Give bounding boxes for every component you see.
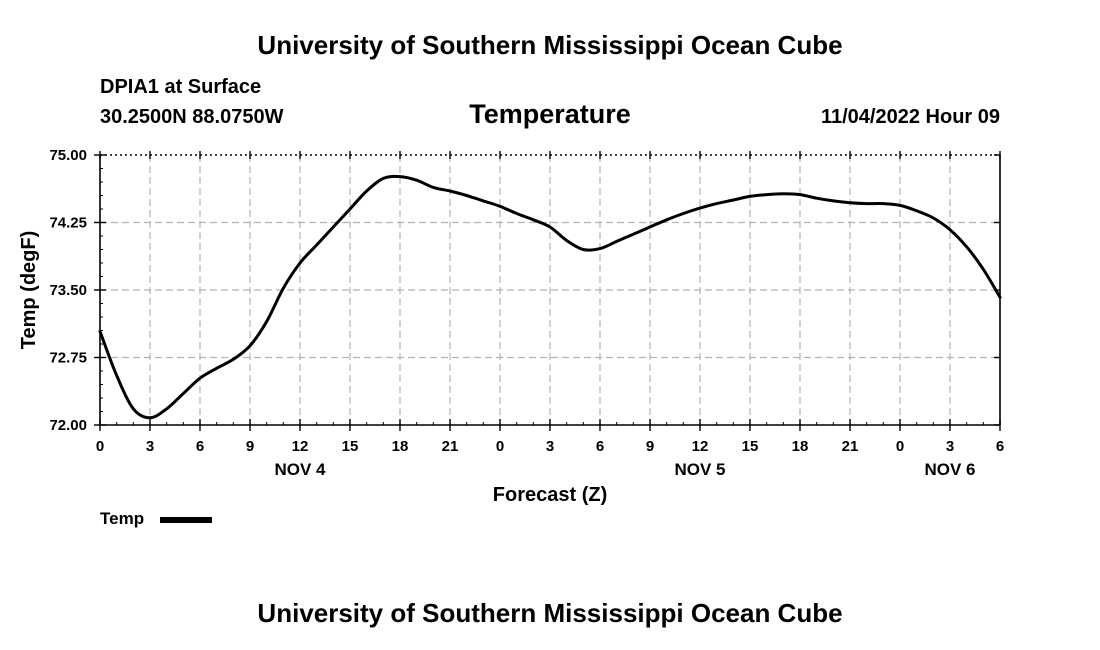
x-tick-label: 9 <box>646 438 654 455</box>
y-tick-label: 73.50 <box>49 282 87 299</box>
temp-series-line <box>98 174 1002 420</box>
day-label: NOV 6 <box>924 460 975 479</box>
x-tick-label: 3 <box>546 438 554 455</box>
legend-swatch <box>160 517 212 523</box>
x-tick-label: 18 <box>392 438 409 455</box>
station-coordinates: 30.2500N 88.0750W <box>100 106 284 128</box>
legend-label: Temp <box>100 509 145 528</box>
y-tick-label: 75.00 <box>49 147 87 164</box>
x-axis-title: Forecast (Z) <box>493 484 607 506</box>
top-title: University of Southern Mississippi Ocean… <box>257 30 843 60</box>
x-tick-label: 3 <box>946 438 954 455</box>
y-tick-label: 72.75 <box>49 350 87 367</box>
y-tick-label: 72.00 <box>49 417 87 434</box>
plot-title: Temperature <box>469 99 631 129</box>
bottom-title: University of Southern Mississippi Ocean… <box>257 598 843 628</box>
x-tick-label: 0 <box>896 438 904 455</box>
y-tick-label: 74.25 <box>49 215 87 232</box>
x-tick-label: 15 <box>342 438 359 455</box>
x-tick-label: 0 <box>496 438 504 455</box>
y-axis-title: Temp (degF) <box>18 231 40 350</box>
day-label: NOV 4 <box>274 460 326 479</box>
x-tick-label: 12 <box>292 438 309 455</box>
x-tick-label: 6 <box>996 438 1004 455</box>
x-tick-label: 6 <box>196 438 204 455</box>
x-tick-label: 12 <box>692 438 709 455</box>
x-tick-label: 3 <box>146 438 154 455</box>
day-label: NOV 5 <box>674 460 725 479</box>
station-name: DPIA1 at Surface <box>100 76 262 98</box>
x-tick-label: 21 <box>842 438 859 455</box>
x-tick-label: 21 <box>442 438 459 455</box>
x-tick-label: 6 <box>596 438 604 455</box>
x-tick-label: 15 <box>742 438 759 455</box>
forecast-date: 11/04/2022 Hour 09 <box>820 106 1000 128</box>
x-tick-label: 0 <box>96 438 104 455</box>
x-tick-label: 18 <box>792 438 809 455</box>
x-tick-label: 9 <box>246 438 254 455</box>
